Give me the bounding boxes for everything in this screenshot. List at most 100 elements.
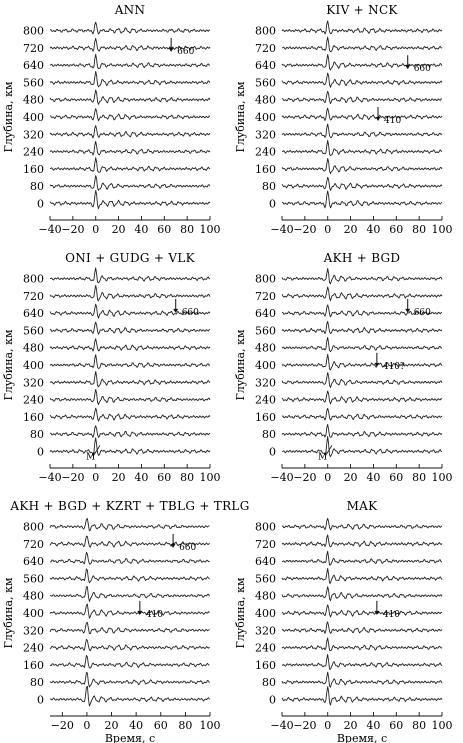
annotation-label: 660 [414,308,431,318]
y-tick-label: 160 [255,659,276,672]
trace-line [281,90,442,105]
x-tick-label: 100 [432,223,453,236]
y-tick-label: 160 [23,163,44,176]
y-tick-label: 240 [23,642,44,655]
y-axis-label: Глубина, км [2,81,15,152]
y-axis-label: Глубина, км [2,577,15,648]
x-tick-label: −20 [293,471,316,484]
trace-line [281,190,443,209]
annotation-arrowhead [375,117,381,121]
trace-line [49,267,211,284]
x-tick-label: −40 [38,223,61,236]
y-tick-label: 0 [37,693,44,706]
trace-line [49,140,211,156]
y-tick-label: 400 [255,359,276,372]
trace-line [49,125,211,139]
y-tick-label: 640 [23,59,44,72]
chart-ann: ANN−40 −20 0 20 40 60 80 1008007206405604804003… [2,3,221,236]
y-tick-label: 560 [255,324,276,337]
x-tick-label: 40 [129,719,143,732]
x-tick-label: 100 [200,719,221,732]
annotation-label: 410 [383,610,400,620]
trace-line [49,586,210,602]
y-tick-label: 400 [23,359,44,372]
x-tick-label: −40 [270,223,293,236]
trace-line [49,370,211,388]
x-tick-label: 40 [134,471,148,484]
y-tick-label: 640 [23,555,44,568]
trace-line [49,157,211,173]
x-tick-label: 20 [105,719,119,732]
trace-line [281,517,443,531]
x-tick-label: 60 [389,223,403,236]
y-tick-label: 640 [255,555,276,568]
trace-line [49,654,210,669]
y-tick-label: 800 [23,25,44,38]
y-tick-label: 720 [23,538,44,551]
x-tick-label: 40 [366,471,380,484]
trace-line [49,71,211,88]
annotation-arrow [324,445,333,457]
x-tick-label: 0 [92,223,99,236]
trace-line [49,425,211,438]
annotation-arrowhead [405,308,411,313]
x-tick-label: 40 [366,719,380,732]
trace-line [49,53,211,70]
annotation-arrowhead [405,65,411,70]
y-tick-label: 80 [30,180,44,193]
y-tick-label: 80 [30,676,44,689]
chart-title: ONI + GUDG + VLK [65,251,195,265]
x-tick-label: 80 [412,719,426,732]
trace-line [281,621,443,634]
trace-line [281,637,443,652]
x-tick-label: 60 [157,223,171,236]
chart-akh-bgd: AKH + BGD−40 −20 0 20 40 60 80 1008007206405604… [234,251,453,484]
x-axis-label: Время, с [105,732,155,743]
trace-line [281,20,443,35]
y-tick-label: 240 [255,394,276,407]
trace-line [49,89,211,105]
y-tick-label: 80 [262,428,276,441]
x-tick-label: −40 [270,719,293,732]
trace-line [281,336,443,352]
y-tick-label: 800 [23,521,44,534]
trace-line [281,534,443,548]
trace-line [281,423,443,438]
trace-line [281,286,443,302]
trace-line [281,390,443,405]
panel-akh-bgd-kzrt-tblg-trlg: AKH + BGD + KZRT + TBLG + TRLG −20 0 20 40 60… [0,496,249,743]
trace-line [281,158,443,175]
trace-line [281,671,443,688]
x-tick-label: −20 [293,719,316,732]
y-tick-label: 800 [255,521,276,534]
annotation-label: M [86,452,95,462]
chart-akh-bgd-kzrt-tblg-trlg: AKH + BGD + KZRT + TBLG + TRLG −20 0 20 40 60… [2,499,249,743]
x-tick-label: 60 [389,719,403,732]
y-tick-label: 480 [255,94,276,107]
trace-line [49,389,211,406]
panel-akh-bgd: AKH + BGD −40 −20 0 20 40 60 80 100 800 720 640 560 4… [232,248,463,495]
y-tick-label: 560 [23,76,44,89]
y-tick-label: 160 [255,163,276,176]
x-tick-label: 80 [180,223,194,236]
x-tick-label: 60 [154,719,168,732]
x-tick-label: 20 [344,223,358,236]
chart-mak: MAK−40 −20 0 20 40 60 80 1008007206405604804003… [234,499,453,743]
y-tick-label: 720 [255,290,276,303]
trace-line [49,354,211,369]
trace-line [49,603,210,619]
x-tick-label: 100 [200,471,221,484]
y-tick-label: 720 [23,42,44,55]
trace-line [49,551,210,565]
x-tick-label: 80 [412,471,426,484]
y-tick-label: 400 [255,607,276,620]
chart-oni-gudg-vlk: ONI + GUDG + VLK−40 −20 0 20 40 60 80 100800720… [2,251,221,484]
annotation-arrowhead [173,308,179,313]
y-axis-label: Глубина, км [234,329,247,400]
trace-line [49,621,210,635]
y-tick-label: 640 [255,307,276,320]
x-tick-label: 20 [344,471,358,484]
trace-line [49,568,210,584]
y-tick-label: 480 [255,342,276,355]
y-tick-label: 800 [255,273,276,286]
